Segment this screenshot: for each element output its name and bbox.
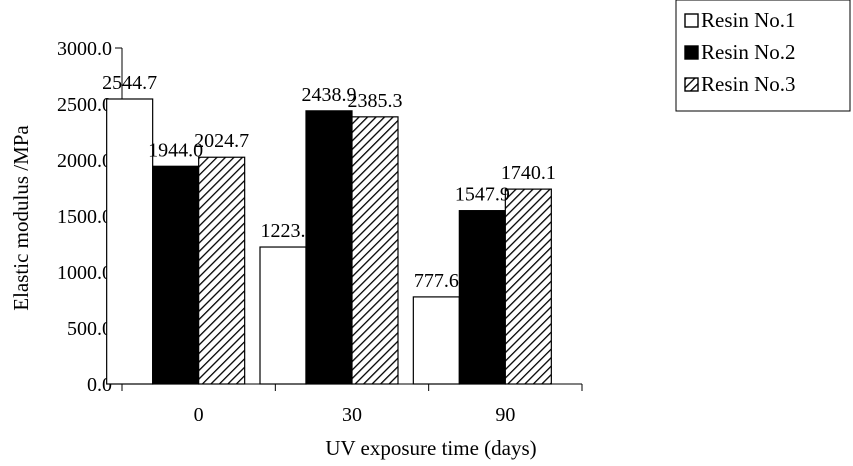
data-label: 2544.7 (102, 72, 157, 94)
bar-1-0 (106, 98, 154, 385)
legend-swatch-1 (684, 13, 699, 28)
bar-2-0 (152, 165, 200, 385)
y-tick-label: 2000.0 (57, 150, 112, 172)
y-tick-label: 2500.0 (57, 94, 112, 116)
y-tick-label: 3000.0 (57, 38, 112, 60)
legend-label-1: Resin No.1 (701, 8, 796, 32)
data-label: 777.6 (414, 270, 459, 292)
data-label: 1223. (261, 220, 306, 242)
legend-label-2: Resin No.2 (701, 40, 796, 64)
legend-swatch-2 (684, 45, 699, 60)
x-tick-label: 90 (495, 404, 515, 426)
data-label: 2385.3 (348, 90, 403, 112)
data-label: 1547.9 (455, 184, 510, 206)
legend-swatch-3 (684, 77, 699, 92)
data-label: 2438.9 (302, 84, 357, 106)
bar-1-90 (412, 296, 460, 385)
bar-2-30 (305, 110, 353, 385)
bar-3-30 (351, 116, 399, 385)
legend: Resin No.1 Resin No.2 Resin No.3 (675, 0, 851, 112)
x-axis-title: UV exposure time (days) (325, 436, 536, 460)
legend-label-3: Resin No.3 (701, 72, 796, 96)
x-tick-label: 30 (342, 404, 362, 426)
bar-3-90 (504, 188, 552, 385)
bar-1-30 (259, 246, 307, 385)
y-axis-title: Elastic modulus /MPa (9, 125, 33, 311)
legend-box (675, 0, 851, 112)
plot-area: 0.0 500.0 1000.0 1500.0 2000.0 2500.0 3000.0 0 3… (57, 38, 583, 426)
y-tick-label: 500.0 (67, 318, 112, 340)
y-tick-label: 1500.0 (57, 206, 112, 228)
y-tick-label: 0.0 (87, 374, 112, 396)
x-tick-label: 0 (194, 404, 204, 426)
bar-2-90 (458, 210, 506, 385)
bar-3-0 (198, 156, 246, 385)
y-tick-label: 1000.0 (57, 262, 112, 284)
data-label: 2024.7 (194, 130, 249, 152)
data-label: 1740.1 (501, 162, 556, 184)
data-label: 1944.0 (148, 139, 203, 161)
